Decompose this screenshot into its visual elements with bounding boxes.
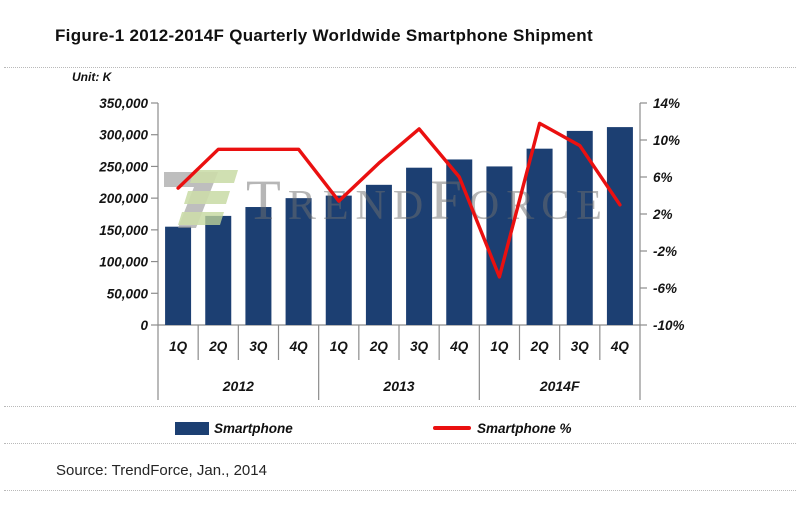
quarter-label: 1Q — [490, 339, 509, 354]
legend-bar-swatch — [175, 421, 209, 435]
bar-3Q-2012 — [245, 207, 272, 325]
quarter-label: 4Q — [289, 339, 309, 354]
left-axis-tick-label: 300,000 — [99, 128, 148, 143]
right-axis-tick-label: 14% — [653, 96, 680, 111]
year-label: 2014F — [539, 378, 580, 394]
bar-1Q-2012 — [165, 226, 192, 325]
right-axis-tick-label: -2% — [653, 244, 677, 259]
left-axis-tick-label: 250,000 — [98, 159, 148, 174]
quarter-label: 4Q — [449, 339, 469, 354]
left-axis-tick-label: 0 — [140, 318, 148, 333]
quarter-label: 3Q — [410, 339, 429, 354]
quarter-label: 2Q — [369, 339, 389, 354]
quarter-label: 3Q — [249, 339, 268, 354]
left-axis-tick-label: 350,000 — [99, 96, 148, 111]
dotted-divider-bottom — [4, 490, 796, 491]
bar-2Q-2013 — [365, 184, 392, 325]
bar-4Q-2012 — [285, 198, 312, 325]
legend-item-smartphone-pct: Smartphone % — [433, 419, 572, 437]
quarter-label: 1Q — [330, 339, 349, 354]
bar-3Q-2014F — [566, 130, 593, 325]
year-label: 2012 — [222, 378, 254, 394]
quarter-label: 4Q — [610, 339, 630, 354]
quarter-label: 1Q — [169, 339, 188, 354]
bar-1Q-2013 — [325, 195, 352, 325]
bar-3Q-2013 — [406, 167, 433, 325]
left-axis-tick-label: 150,000 — [99, 223, 148, 238]
dotted-divider-above-legend — [4, 406, 796, 407]
right-axis-tick-label: 6% — [653, 170, 673, 185]
left-axis-tick-label: 100,000 — [99, 255, 148, 270]
quarter-label: 2Q — [530, 339, 550, 354]
quarter-label: 3Q — [571, 339, 590, 354]
legend-item-smartphone: Smartphone — [175, 419, 293, 437]
legend-label-smartphone: Smartphone — [214, 420, 293, 436]
source-caption: Source: TrendForce, Jan., 2014 — [56, 462, 267, 479]
right-axis-tick-label: -6% — [653, 281, 677, 296]
left-axis-tick-label: 200,000 — [98, 191, 148, 206]
right-axis-tick-label: 2% — [652, 207, 673, 222]
bar-2Q-2014F — [526, 148, 553, 325]
left-axis-tick-label: 50,000 — [107, 286, 149, 301]
dotted-divider-below-legend — [4, 443, 796, 444]
legend-label-smartphone-pct: Smartphone % — [477, 420, 572, 436]
bar-1Q-2014F — [486, 166, 513, 325]
dotted-divider-top — [4, 67, 796, 68]
right-axis-tick-label: 10% — [653, 133, 680, 148]
bar-4Q-2013 — [446, 159, 473, 325]
bar-4Q-2014F — [606, 127, 633, 325]
legend-line-swatch — [433, 426, 471, 430]
right-axis-tick-label: -10% — [653, 318, 685, 333]
quarter-label: 2Q — [208, 339, 228, 354]
unit-label: Unit: K — [72, 70, 112, 84]
figure-title: Figure-1 2012-2014F Quarterly Worldwide … — [55, 26, 593, 45]
year-label: 2013 — [382, 378, 414, 394]
bar-2Q-2012 — [205, 215, 232, 325]
